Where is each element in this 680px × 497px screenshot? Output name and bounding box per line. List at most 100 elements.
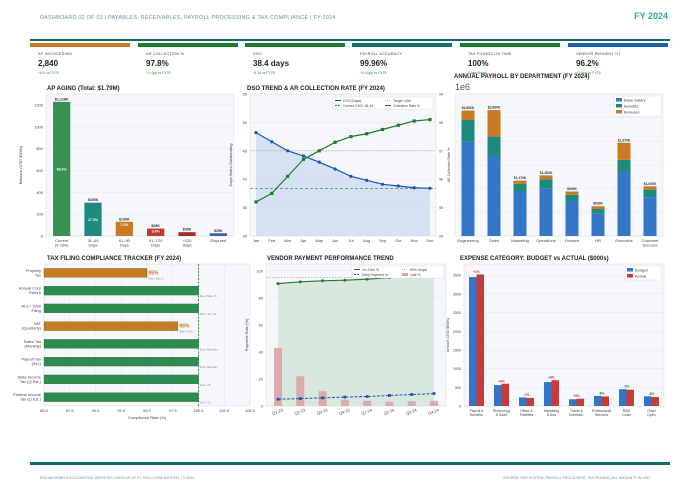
early-point [365, 395, 369, 398]
tax-due-label: Due: 15 [200, 401, 211, 405]
y-tick-label: (Quarterly) [22, 326, 42, 331]
early-point [388, 394, 391, 397]
y-tick-label: Tax (Q Est.) [20, 379, 42, 384]
y-tick-label: 80 [259, 295, 264, 300]
x-tick-label: Days [120, 243, 129, 248]
payroll-bar-segment [461, 110, 475, 121]
budget-bar [519, 397, 527, 406]
footer-right: SOURCE: ERP SYSTEM, PAYROLL PROCESSOR, T… [503, 476, 650, 480]
collection-point [396, 123, 400, 127]
budget-bar [644, 396, 652, 406]
y2-axis-label: AR Collection Rate % [447, 147, 451, 182]
y-tick-label: 0 [41, 234, 44, 239]
legend-label: Bonuses [624, 109, 640, 114]
x-tick-label: (0–30d) [55, 243, 69, 248]
actual-bar [526, 397, 534, 406]
x-axis-label: Compliance Rate (%) [128, 415, 167, 420]
x-tick-label: 87.5 [66, 408, 75, 413]
payroll-bar-segment [565, 194, 579, 201]
x-tick-label: Days [182, 243, 191, 248]
ap-aging-title: AP AGING (Total: $1.79M) [47, 86, 120, 92]
payroll-bar-segment [643, 186, 657, 190]
x-tick-label: Marketing [544, 409, 559, 413]
ap-pct-label: 68.6% [57, 167, 68, 171]
x-tick-label: 61–90 [119, 238, 131, 243]
tax-due-label: Due: Dec 1 [149, 276, 164, 280]
dso-line [255, 132, 431, 189]
ap-pct-label: 17.0% [88, 218, 99, 222]
x-tick-label: Entertain. [569, 413, 584, 417]
x-tick-label: Current [55, 238, 69, 243]
x-tick-label: Sep [379, 238, 387, 243]
x-tick-label: Payroll & [469, 409, 484, 413]
y-tick-label: 20 [259, 376, 264, 381]
kpi-card: PAYROLL ACCURACY 99.96% +0.04pp vs FY23 [352, 43, 452, 81]
kpi-card: VENDOR PAYMENT OT 96.2% +2.8pp vs FY23 [568, 43, 668, 81]
collection-point [365, 132, 369, 136]
dso-point [286, 149, 290, 153]
x-tick-label: Aug [363, 238, 370, 243]
dso-point [396, 184, 400, 188]
on-time-point [298, 280, 302, 284]
legend-label: Base Salary [624, 97, 646, 102]
kpi-delta: +1.4pp vs FY23 [146, 71, 171, 75]
early-point [321, 396, 324, 400]
kpi-delta: +0.04pp vs FY23 [360, 71, 387, 75]
dso-point [428, 186, 432, 190]
kpi-delta: -8.1d vs FY23 [253, 71, 275, 75]
dso-point [301, 154, 306, 158]
y-tick-label: 600 [36, 168, 43, 173]
y2-tick-label: 94 [439, 235, 443, 239]
x-tick-label: Finance [565, 238, 580, 243]
on-time-point [321, 279, 325, 283]
collection-point [301, 157, 306, 161]
y-tick-label: VAT [34, 321, 42, 326]
payroll-total-label: $2,650K [462, 106, 475, 110]
x-tick-label: Jul [348, 238, 353, 243]
payroll-total-label: $940K [567, 187, 577, 191]
legend-swatch [616, 98, 622, 102]
x-tick-label: Days [151, 243, 160, 248]
y-tick-label: 30 [243, 234, 248, 239]
x-tick-label: Feb [268, 238, 276, 243]
on-time-area [278, 275, 434, 406]
actual-bar [501, 383, 509, 406]
payroll-bar-segment [539, 179, 553, 189]
x-tick-label: Q2-23 [294, 407, 307, 416]
y-tick-label: Tax (Q Est.) [20, 397, 42, 402]
y-tick-label: 40 [259, 349, 264, 354]
x-tick-label: Q3-24 [405, 407, 418, 416]
kpi-delta: 0 late filings [468, 71, 487, 75]
x-tick-label: Other [647, 409, 657, 413]
legend-label: Budget [635, 267, 649, 272]
payroll-total-label: $630K [593, 202, 603, 206]
y-tick-label: 400 [36, 190, 43, 195]
plot-area [463, 263, 665, 407]
kpi-card: AP INVOICES/MO 2,840 +8% vs FY23 [30, 43, 130, 81]
x-tick-label: & SaaS [496, 413, 509, 417]
x-tick-label: 100.0 [193, 408, 204, 413]
legend-label: Target <45d [393, 99, 411, 103]
kpi-accent-bar [245, 43, 345, 47]
late-bar [430, 400, 438, 406]
y-tick-label: Property [26, 268, 41, 273]
legend-label: Actual [635, 273, 646, 278]
on-time-point [276, 282, 280, 286]
x-tick-label: Operations [536, 238, 556, 243]
ap-bar [84, 202, 102, 236]
y2-tick-label: 95 [439, 206, 443, 210]
x-tick-label: Dec [426, 238, 433, 243]
payroll-bar-segment [643, 189, 657, 198]
variance-label: +8% [573, 394, 580, 398]
budget-bar [569, 399, 577, 406]
payroll-bar-segment [591, 213, 605, 236]
x-tick-label: Engineering [457, 238, 478, 243]
dashboard-subtitle: DASHBOARD 02 OF 03 | PAYABLES, RECEIVABL… [40, 15, 336, 21]
ap-bar [147, 228, 165, 236]
x-tick-label: Technology [493, 409, 511, 413]
tax-value-label: 95% [149, 270, 160, 276]
plot-area [45, 93, 235, 237]
dso-point [270, 140, 274, 144]
kpi-value: 38.4 days [253, 59, 290, 68]
x-tick-label: Q1-24 [361, 407, 374, 416]
